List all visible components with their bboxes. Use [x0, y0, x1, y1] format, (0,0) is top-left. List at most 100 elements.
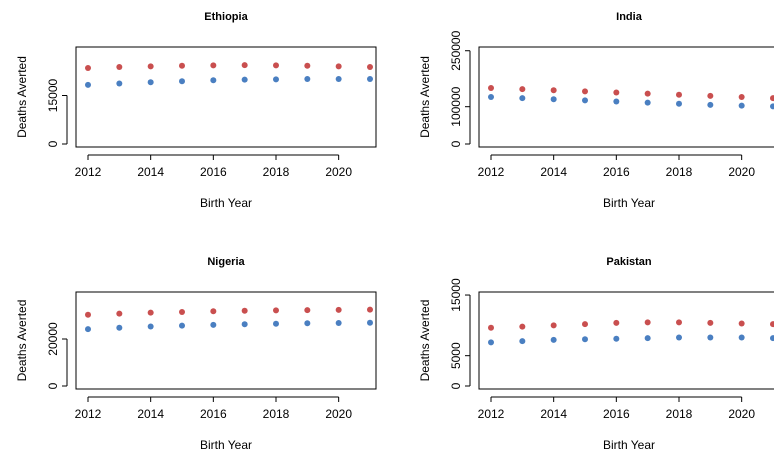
data-point-series-1: [488, 85, 494, 92]
x-tick-label: 2016: [200, 407, 227, 421]
x-tick-label: 2018: [263, 165, 290, 179]
data-point-series-1: [613, 89, 620, 96]
x-tick-label: 2014: [540, 165, 567, 179]
panel-title: India: [616, 11, 643, 23]
data-point-series-2: [582, 97, 588, 104]
chart-panel-1: Ethiopia 2012 2014 2016 2018 2020 0 15000 Birth …: [15, 11, 377, 210]
data-point-series-1: [116, 64, 123, 71]
x-tick-label: 2020: [325, 407, 352, 421]
data-point-series-2: [676, 334, 682, 341]
data-point-series-2: [738, 334, 745, 341]
plot-frame: [478, 46, 774, 148]
data-point-series-2: [519, 95, 526, 102]
data-point-series-1: [707, 319, 714, 326]
data-point-series-2: [770, 335, 774, 342]
data-point-series-2: [367, 76, 373, 83]
panel-title: Ethiopia: [204, 11, 248, 23]
data-point-series-2: [335, 320, 342, 327]
data-point-series-1: [582, 88, 588, 95]
data-point-series-2: [519, 338, 526, 345]
data-point-series-1: [210, 62, 217, 69]
x-axis-title: Birth Year: [200, 438, 252, 452]
data-point-series-1: [488, 324, 494, 331]
x-tick-label: 2012: [75, 407, 102, 421]
data-point-series-1: [770, 321, 774, 328]
data-point-series-1: [738, 93, 745, 100]
data-point-series-1: [707, 92, 714, 99]
data-point-series-2: [116, 80, 123, 87]
data-point-series-1: [179, 308, 185, 315]
data-point-series-2: [241, 321, 248, 328]
data-point-series-1: [550, 322, 557, 329]
data-point-series-1: [644, 319, 651, 326]
data-point-series-1: [273, 62, 279, 69]
data-point-series-1: [304, 62, 311, 69]
y-axis-title: Deaths Averted: [418, 56, 432, 138]
data-point-series-2: [273, 76, 279, 83]
data-point-series-2: [613, 98, 620, 105]
plot-frame: [75, 291, 377, 390]
x-tick-label: 2016: [200, 165, 227, 179]
data-point-series-1: [147, 63, 154, 70]
data-point-series-2: [707, 101, 714, 108]
data-point-series-1: [367, 306, 373, 313]
panel-title: Pakistan: [606, 256, 652, 268]
y-axis-title: Deaths Averted: [15, 300, 29, 382]
x-tick-label: 2014: [137, 407, 164, 421]
data-point-series-1: [676, 319, 682, 326]
data-point-series-1: [550, 87, 557, 94]
data-point-series-1: [770, 95, 774, 102]
data-point-series-2: [676, 100, 682, 107]
data-point-series-2: [488, 93, 494, 100]
y-tick-label: 250000: [449, 30, 463, 70]
plot-frame: [75, 46, 377, 148]
x-tick-label: 2018: [263, 407, 290, 421]
y-tick-label: 0: [46, 382, 60, 389]
data-point-series-2: [367, 319, 373, 326]
data-point-series-1: [738, 320, 745, 327]
y-tick-label: 0: [449, 140, 463, 147]
data-point-series-2: [613, 335, 620, 342]
data-point-series-2: [147, 323, 154, 330]
data-point-series-1: [304, 307, 311, 314]
data-point-series-1: [335, 63, 342, 70]
x-tick-label: 2012: [478, 165, 505, 179]
data-point-series-2: [210, 77, 217, 84]
data-point-series-1: [273, 307, 279, 314]
data-point-series-2: [644, 99, 651, 106]
y-tick-label: 5000: [449, 342, 463, 369]
chart-panel-3: Nigeria 2012 2014 2016 2018 2020 0 20000 Birth Y…: [15, 256, 377, 452]
y-tick-label: 100000: [449, 86, 463, 126]
data-point-series-2: [550, 96, 557, 103]
y-axis-title: Deaths Averted: [15, 56, 29, 138]
y-axis-title: Deaths Averted: [418, 300, 432, 382]
data-point-series-2: [488, 339, 494, 346]
x-axis-title: Birth Year: [603, 438, 655, 452]
x-axis-title: Birth Year: [603, 196, 655, 210]
x-tick-label: 2018: [666, 407, 693, 421]
x-axis-title: Birth Year: [200, 196, 252, 210]
data-point-series-2: [707, 334, 714, 341]
x-tick-label: 2012: [75, 165, 102, 179]
data-point-series-1: [147, 309, 154, 316]
data-point-series-2: [304, 320, 311, 327]
x-tick-label: 2020: [728, 407, 755, 421]
y-tick-label: 20000: [46, 322, 60, 356]
data-point-series-2: [210, 321, 217, 328]
x-tick-label: 2016: [603, 165, 630, 179]
data-point-series-2: [335, 76, 342, 83]
x-tick-label: 2018: [666, 165, 693, 179]
data-point-series-1: [582, 321, 588, 328]
data-point-series-1: [116, 310, 123, 317]
y-tick-label: 0: [46, 140, 60, 147]
data-point-series-1: [519, 86, 526, 93]
data-point-series-2: [147, 79, 154, 86]
data-point-series-1: [210, 308, 217, 315]
chart-panel-2: India 2012 2014 2016 2018 2020 0 100000 250000 Bi…: [418, 11, 774, 210]
x-tick-label: 2016: [603, 407, 630, 421]
x-tick-label: 2012: [478, 407, 505, 421]
data-point-series-1: [367, 64, 373, 71]
x-tick-label: 2014: [137, 165, 164, 179]
data-point-series-2: [582, 336, 588, 343]
